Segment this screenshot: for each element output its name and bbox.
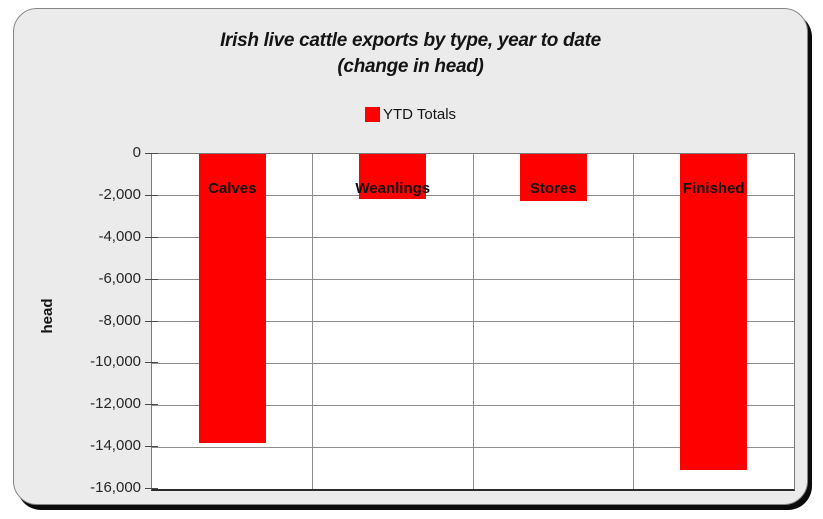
chart-title: Irish live cattle exports by type, year … [14,28,807,80]
v-gridline [472,154,474,489]
y-tick-label: -12,000 [90,395,141,413]
category-label-stores: Stores [529,180,577,197]
y-tick-mark [145,278,158,280]
v-gridline [312,154,313,489]
y-tick-mark [145,362,158,364]
y-tick-label: -2,000 [98,185,141,203]
y-tick-label: 0 [132,144,141,161]
plot-area: Calves Weanlings Stores Finished [151,153,795,491]
y-tick-mark [145,320,158,322]
y-tick-mark [145,446,158,448]
y-tick-mark [145,404,158,406]
bar-stores [519,154,587,202]
chart-title-line2: (change in head) [337,56,484,77]
y-tick-label: -14,000 [90,437,141,455]
y-tick-label: -8,000 [98,311,141,329]
y-tick-mark [145,488,158,489]
y-tick-mark [145,236,158,238]
category-label-weanlings: Weanlings [355,180,431,197]
category-label-calves: Calves [208,180,257,197]
y-tick-label: -10,000 [90,353,141,371]
y-tick-mark [145,153,158,154]
y-tick-label: -6,000 [98,269,141,287]
category-label-finished: Finished [682,180,745,197]
chart-title-line1: Irish live cattle exports by type, year … [220,30,601,51]
y-tick-mark [145,194,158,196]
legend: YTD Totals [14,106,807,123]
bar-calves [198,154,266,443]
legend-swatch [364,107,380,122]
legend-label: YTD Totals [382,106,457,123]
y-tick-label: -4,000 [98,227,141,245]
bar-finished [680,154,748,471]
y-tick-label: -16,000 [90,479,141,496]
v-gridline [633,154,634,489]
bar-weanlings [359,154,427,200]
chart-card: Irish live cattle exports by type, year … [13,8,808,505]
